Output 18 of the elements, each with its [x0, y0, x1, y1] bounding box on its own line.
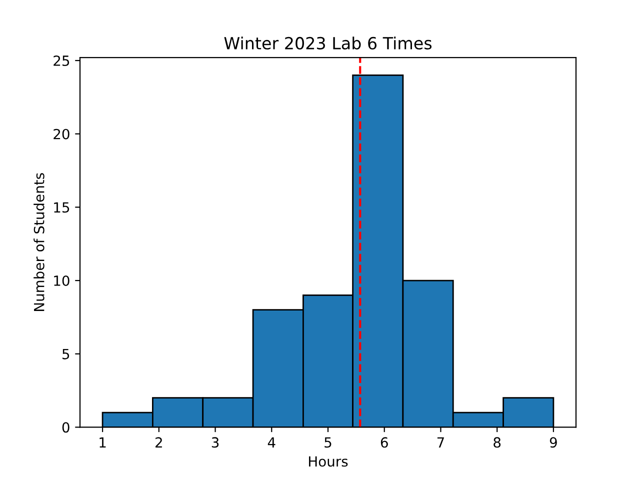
- y-axis-title: Number of Students: [34, 173, 44, 311]
- x-axis-title: Hours: [309, 456, 348, 467]
- x-tick-label: 5: [324, 437, 332, 448]
- y-tick-label: 15: [54, 202, 70, 213]
- chart-title: Winter 2023 Lab 6 Times: [224, 36, 432, 50]
- y-tick-label: 10: [54, 276, 70, 286]
- x-tick-label: 9: [550, 437, 557, 448]
- y-tick-label: 0: [62, 422, 70, 433]
- x-tick-label: 8: [494, 437, 501, 448]
- y-tick-label: 25: [54, 56, 70, 66]
- x-tick-label: 4: [268, 437, 276, 448]
- x-tick-label: 2: [156, 437, 162, 448]
- y-tick-label: 20: [54, 128, 70, 140]
- x-tick-label: 3: [212, 437, 219, 448]
- x-tick-label: 1: [100, 437, 106, 448]
- x-tick-label: 6: [380, 437, 388, 448]
- x-tick-label: 7: [437, 437, 444, 448]
- y-tick-label: 5: [62, 349, 70, 360]
